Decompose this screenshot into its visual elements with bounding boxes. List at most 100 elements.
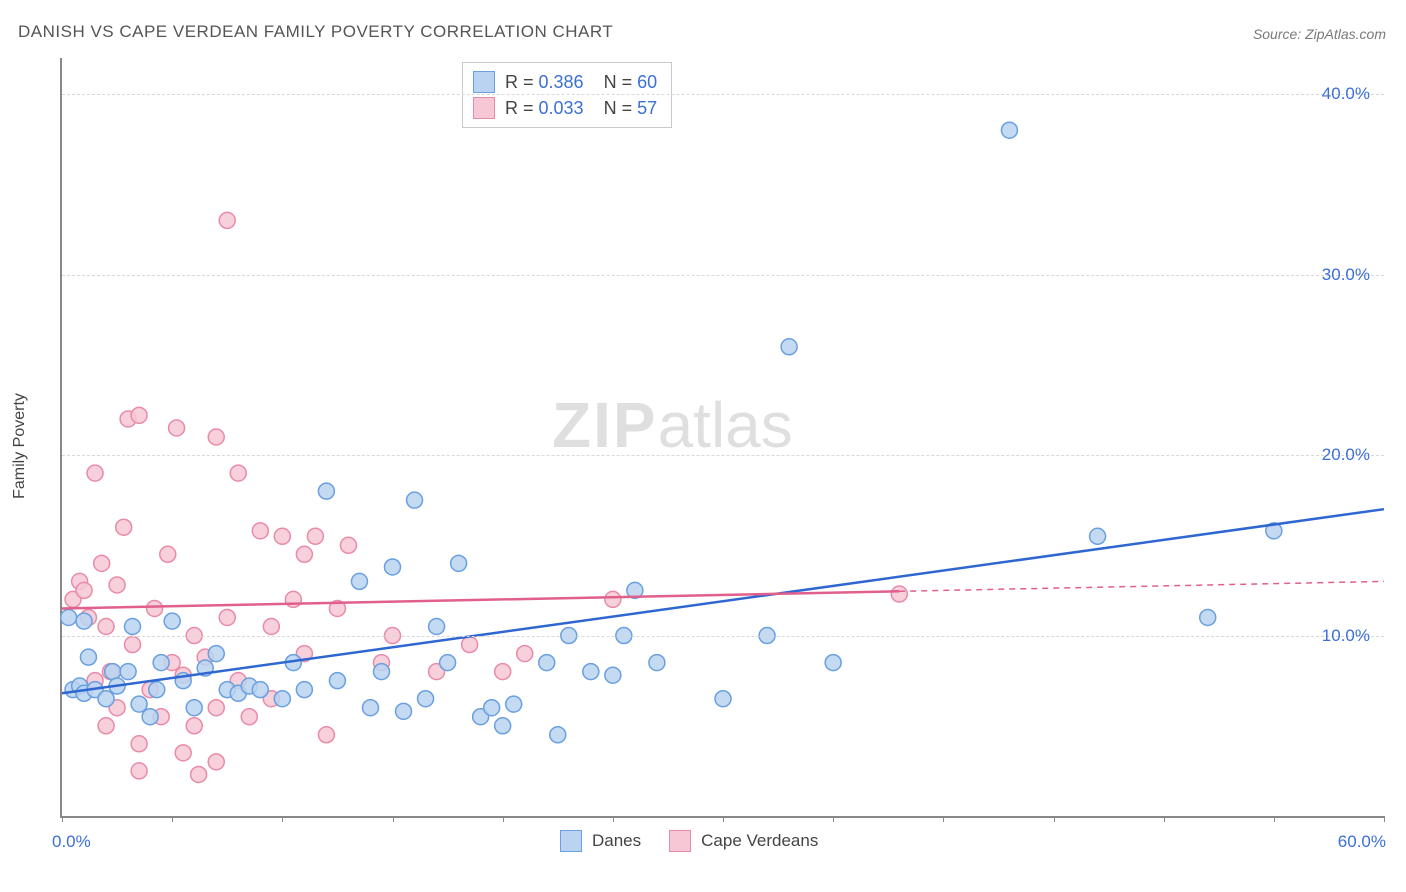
x-tick [503,816,504,822]
data-point [517,646,533,662]
chart-title: DANISH VS CAPE VERDEAN FAMILY POVERTY CO… [18,22,613,42]
gridline [62,94,1384,95]
data-point [274,528,290,544]
data-point [329,673,345,689]
data-point [116,519,132,535]
data-point [191,766,207,782]
data-point [131,407,147,423]
swatch-danes-icon [473,71,495,93]
y-tick-label: 30.0% [1322,265,1370,285]
data-point [318,727,334,743]
data-point [149,682,165,698]
r-label-2: R = 0.033 [505,95,584,121]
legend-label-capeverdeans: Cape Verdeans [701,831,818,851]
data-point [98,691,114,707]
x-tick [1054,816,1055,822]
data-point [781,339,797,355]
x-tick [613,816,614,822]
data-point [318,483,334,499]
trend-line [62,591,899,608]
data-point [105,664,121,680]
legend-series: Danes Cape Verdeans [560,830,818,852]
data-point [80,649,96,665]
data-point [252,682,268,698]
legend-stats-row-2: R = 0.033 N = 57 [473,95,657,121]
x-tick [833,816,834,822]
data-point [230,465,246,481]
swatch-danes-bottom-icon [560,830,582,852]
data-point [87,465,103,481]
data-point [169,420,185,436]
data-point [495,718,511,734]
data-point [1090,528,1106,544]
gridline [62,275,1384,276]
data-point [125,637,141,653]
data-point [506,696,522,712]
data-point [219,212,235,228]
data-point [131,763,147,779]
data-point [208,754,224,770]
y-tick-label: 40.0% [1322,84,1370,104]
swatch-capeverdeans-icon [473,97,495,119]
data-point [649,655,665,671]
data-point [208,700,224,716]
legend-label-danes: Danes [592,831,641,851]
source-attribution: Source: ZipAtlas.com [1253,26,1386,42]
data-point [94,555,110,571]
data-point [396,703,412,719]
gridline [62,636,1384,637]
data-point [219,609,235,625]
data-point [120,664,136,680]
data-point [462,637,478,653]
data-point [539,655,555,671]
data-point [186,700,202,716]
x-tick [172,816,173,822]
data-point [1200,609,1216,625]
x-axis-max-label: 60.0% [1338,832,1386,852]
x-tick [943,816,944,822]
data-point [407,492,423,508]
data-point [142,709,158,725]
n-label-2: N = 57 [604,95,658,121]
data-point [164,613,180,629]
x-tick [62,816,63,822]
data-point [241,709,257,725]
x-tick [723,816,724,822]
data-point [98,619,114,635]
data-point [296,682,312,698]
data-point [131,736,147,752]
trend-line-dashed [899,581,1384,591]
x-tick [393,816,394,822]
n-label-1: N = 60 [604,69,658,95]
chart-container: DANISH VS CAPE VERDEAN FAMILY POVERTY CO… [0,0,1406,892]
data-point [1001,122,1017,138]
data-point [583,664,599,680]
data-point [109,577,125,593]
data-point [98,718,114,734]
data-point [495,664,511,680]
data-point [605,591,621,607]
data-point [76,613,92,629]
data-point [451,555,467,571]
data-point [252,523,268,539]
y-tick-label: 10.0% [1322,626,1370,646]
x-tick [1274,816,1275,822]
x-tick [1384,816,1385,822]
data-point [351,573,367,589]
data-point [186,718,202,734]
y-axis-label: Family Poverty [11,393,29,499]
data-point [153,655,169,671]
data-point [208,646,224,662]
data-point [175,745,191,761]
r-label-1: R = 0.386 [505,69,584,95]
data-point [891,586,907,602]
data-point [208,429,224,445]
legend-stats-row-1: R = 0.386 N = 60 [473,69,657,95]
data-point [440,655,456,671]
data-point [263,619,279,635]
data-point [296,546,312,562]
data-point [160,546,176,562]
swatch-capeverdeans-bottom-icon [669,830,691,852]
data-point [76,582,92,598]
data-point [373,664,389,680]
